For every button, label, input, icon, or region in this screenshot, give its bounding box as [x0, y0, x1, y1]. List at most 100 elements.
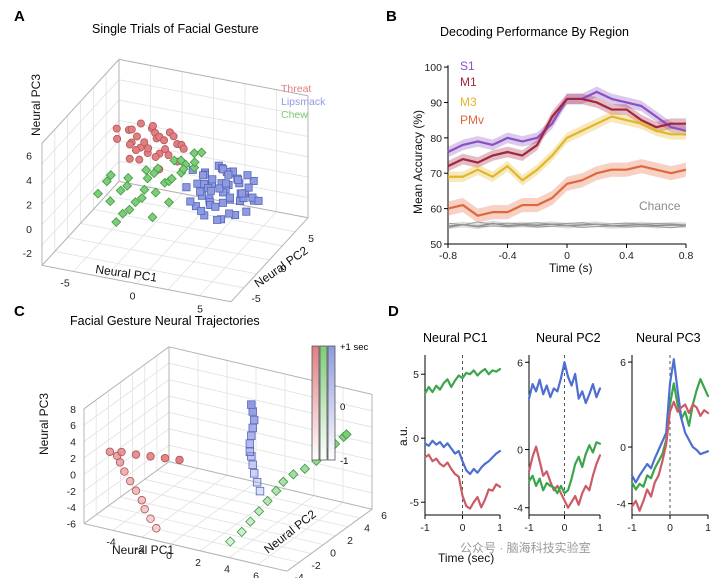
panel-b-ytick-label: 70: [430, 168, 442, 180]
panel-a-point-chew: [178, 164, 189, 175]
panel-b-xtick-label: -0.8: [439, 250, 457, 262]
panel-c-point-threat: [125, 476, 135, 486]
panel-d-plots: 50-5-1 0 160-4-1 0 160-4-1 0 1: [410, 355, 711, 534]
panel-a-point-chew: [141, 165, 152, 176]
panel-c-3d-grid-line: [83, 395, 170, 459]
panel-b-line-m3: [448, 115, 686, 182]
panel-d-pc2-xtick-label: -1: [524, 522, 533, 534]
panel-c-ztick-label: -2: [67, 486, 76, 498]
panel-b-line-chance-extra: [447, 221, 687, 226]
panel-a-3d-edge: [41, 264, 232, 303]
panel-a-point-threat: [113, 134, 122, 143]
panel-a-ztick-label: 6: [26, 151, 32, 163]
panel-d-pc2-ytick-label: 0: [517, 445, 523, 457]
panel-b-ytick-label: 50: [430, 239, 442, 251]
panel-c-3d-edge: [286, 508, 373, 572]
panel-a-point-lipsmack: [213, 215, 222, 224]
panel-c-3d-grid-line: [132, 487, 336, 537]
panel-d-pc3-xtick-label: -1: [627, 522, 636, 534]
panel-b-band-pmv: [448, 159, 686, 223]
panel-b-legend-pmv: PMv: [460, 113, 484, 127]
panel-a-point-chew: [93, 188, 103, 199]
panel-c-3d-grid-line: [83, 444, 170, 508]
panel-c-point-lipsmack: [248, 407, 257, 416]
panel-d-pc3-xtick-label: 1: [705, 522, 711, 534]
panel-c-point-lipsmack: [245, 439, 255, 448]
panel-c-ytick-label: 6: [381, 510, 387, 522]
panel-c-3d-grid-line: [83, 428, 170, 492]
panel-c-3d-grid-line: [199, 488, 286, 552]
panel-c-point-lipsmack: [249, 469, 259, 478]
panel-a-point-chew: [130, 197, 141, 208]
panel-a-point-threat: [127, 125, 136, 134]
panel-a-3d-edge: [41, 181, 120, 266]
panel-c-3d-grid-line: [96, 514, 300, 563]
panel-d-pc1-xtick-label: -1: [420, 522, 429, 534]
panel-c-point-threat: [117, 447, 126, 457]
panel-a-point-chew: [150, 187, 161, 198]
panel-b: B Decoding Performance By Region 50 60 70 8…: [386, 8, 693, 275]
panel-c-point-threat: [146, 452, 155, 461]
panel-d-pc2-xtick-label: 0: [562, 522, 568, 534]
panel-a-point-threat: [136, 119, 145, 128]
panel-a-point-lipsmack: [225, 193, 234, 202]
panel-d: D Neural PC1 Neural PC2 Neural PC3 5 0 -5 -…: [388, 303, 711, 565]
panel-c-point-chew: [245, 516, 256, 527]
panel-a-point-threat: [135, 155, 144, 164]
panel-a-3d-edge: [230, 217, 309, 303]
panel-a-ztick-label: -2: [23, 248, 32, 260]
panel-c-point-threat: [137, 496, 146, 505]
panel-c-ytick-label: 4: [364, 523, 370, 535]
panel-a-point-chew: [149, 168, 160, 179]
panel-a-ztick-label: 2: [26, 199, 32, 211]
panel-c-3d-grid-line: [168, 379, 373, 428]
panel-c-3d-edge: [168, 346, 373, 395]
panel-c-point-lipsmack: [247, 400, 256, 409]
panel-a-point-lipsmack: [193, 179, 202, 188]
watermark: 公众号 · 脑海科技实验室: [460, 540, 591, 555]
panel-b-label: B: [386, 8, 397, 25]
panel-a-point-threat: [132, 132, 141, 141]
panel-c-colorbar-mid: 0: [340, 402, 345, 413]
panel-a-point-lipsmack: [219, 165, 228, 174]
panel-a-point-chew: [101, 176, 112, 187]
panel-c-point-chew: [270, 485, 282, 496]
panel-a-ticks: 6 4 2 0 -2 -5 0 5 -5 0 5: [23, 151, 314, 316]
panel-a-point-lipsmack: [211, 202, 220, 211]
panel-d-pc2-xtick-label: 1: [597, 522, 603, 534]
panel-b-title: Decoding Performance By Region: [440, 25, 629, 39]
panel-a-point-chew: [196, 147, 207, 158]
panel-c-3d-grid-line: [168, 395, 373, 444]
panel-c-ztick-label: 4: [70, 437, 76, 449]
panel-c-point-threat: [120, 467, 129, 476]
panel-a-point-lipsmack: [215, 184, 224, 193]
panel-a-point-lipsmack: [186, 197, 195, 206]
panel-c-3d-grid-line: [156, 470, 360, 519]
panel-b-band-s1: [448, 86, 686, 158]
panel-a-point-lipsmack: [191, 202, 200, 211]
panel-c-3d-grid-line: [141, 474, 228, 538]
panel-a-point-lipsmack: [199, 171, 208, 180]
panel-b-xtick-label: -0.4: [498, 250, 516, 262]
panel-c-point-chew: [341, 429, 352, 440]
panel-c-point-threat: [160, 453, 170, 463]
panel-c-3d-grid-line: [170, 481, 257, 545]
panel-c-point-lipsmack: [252, 478, 262, 487]
panel-a-3d-grid-line: [118, 79, 309, 117]
panel-d-pc1-xtick-label: 1: [497, 522, 503, 534]
panel-a-point-lipsmack: [238, 189, 247, 198]
panel-a-point-lipsmack: [242, 207, 251, 216]
panel-c-ztick-label: -4: [67, 502, 76, 514]
panel-a-title: Single Trials of Facial Gesture: [92, 22, 259, 36]
panel-c-point-chew: [278, 476, 289, 487]
panel-a-xtick-label: -5: [60, 278, 69, 290]
panel-a-point-lipsmack: [224, 170, 233, 179]
panel-a-3d-edge: [118, 58, 309, 97]
panel-d-title-pc2: Neural PC2: [536, 331, 601, 345]
panel-c-label: C: [14, 303, 25, 320]
panel-d-pc3-ytick-label: 0: [620, 442, 626, 454]
panel-b-line-pmv: [447, 165, 687, 217]
panel-a-point-chew: [111, 217, 122, 228]
panel-c-3d-grid-line: [144, 478, 348, 528]
